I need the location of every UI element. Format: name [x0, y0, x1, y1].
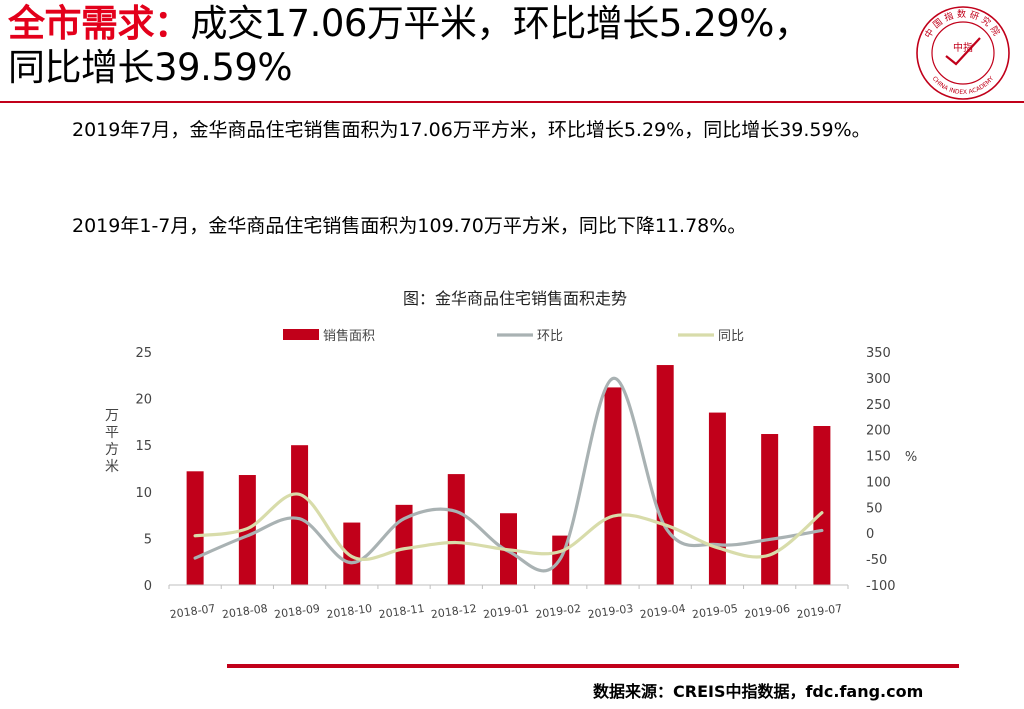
summary-paragraph-2: 2019年1-7月，金华商品住宅销售面积为109.70万平方米，同比下降11.7… — [72, 215, 747, 237]
chart-axes: 2018-07 2018-08 2018-09 2018-10 2018-11 2018-… — [105, 346, 917, 621]
logo-center-text: 中指 — [953, 41, 973, 54]
x-tick-label: 2018-07 — [169, 602, 216, 621]
line-series — [193, 376, 824, 573]
bar-2018-07 — [186, 471, 204, 585]
right-y-tick-label: 250 — [866, 398, 891, 413]
left-y-tick-label: 20 — [135, 393, 152, 408]
bar-2018-10 — [343, 522, 361, 585]
line-环比 — [193, 376, 824, 573]
title-prefix: 全市需求： — [8, 2, 191, 45]
right-y-tick-label: 150 — [866, 450, 891, 465]
line-同比 — [193, 492, 824, 562]
right-y-axis-label: % — [905, 450, 917, 465]
left-y-tick-label: 0 — [144, 579, 152, 594]
bar-2019-04 — [656, 365, 674, 585]
left-y-axis-label: 万平方米 — [105, 408, 119, 475]
x-tick-label: 2018-10 — [326, 602, 373, 621]
header-divider — [0, 101, 1024, 103]
x-tick-label: 2019-01 — [482, 602, 529, 621]
x-tick-label: 2018-11 — [378, 602, 425, 621]
right-y-tick-label: 300 — [866, 372, 891, 387]
data-source-note: 数据来源：CREIS中指数据，fdc.fang.com — [593, 682, 924, 701]
x-tick-label: 2019-04 — [639, 602, 686, 621]
right-y-tick-label: 0 — [866, 527, 874, 542]
right-y-tick-label: 200 — [866, 424, 891, 439]
bar-2019-03 — [604, 387, 622, 585]
left-y-tick-label: 10 — [135, 486, 152, 501]
bar-series — [186, 365, 831, 585]
x-tick-label: 2019-02 — [535, 602, 582, 621]
legend-label-环比: 环比 — [537, 329, 563, 344]
page-title: 全市需求：成交17.06万平米，环比增长5.29%， 同比增长39.59% — [8, 2, 908, 90]
bar-2018-12 — [447, 474, 465, 585]
x-tick-label: 2019-07 — [796, 602, 843, 621]
logo-top-text: 中国指数研究院 — [922, 8, 1001, 40]
left-y-tick-label: 5 — [144, 532, 152, 547]
logo-check-mark — [945, 37, 981, 66]
right-y-tick-label: -50 — [866, 553, 887, 568]
x-tick-label: 2018-09 — [273, 602, 320, 621]
legend-swatch-销售面积 — [283, 329, 319, 340]
china-index-academy-logo: 中国指数研究院 CHINA INDEX ACADEMY 中指 — [916, 6, 1010, 100]
x-tick-label: 2018-08 — [221, 602, 268, 621]
right-y-tick-label: -100 — [866, 579, 896, 594]
legend-label-同比: 同比 — [718, 329, 744, 344]
title-line-2: 同比增长39.59% — [8, 46, 293, 89]
x-tick-label: 2019-06 — [744, 602, 791, 621]
bar-2019-07 — [813, 426, 831, 585]
left-y-tick-label: 15 — [135, 439, 152, 454]
x-tick-label: 2019-03 — [587, 602, 634, 621]
sales-area-chart: 图：金华商品住宅销售面积走势 销售面积 环比 同比 2018-07 2018-08 20… — [105, 289, 917, 621]
source-divider — [227, 664, 959, 668]
bar-2018-11 — [395, 504, 413, 585]
x-tick-label: 2018-12 — [430, 602, 477, 621]
x-tick-label: 2019-05 — [691, 602, 738, 621]
chart-legend: 销售面积 环比 同比 — [283, 328, 744, 344]
bar-2018-09 — [291, 445, 309, 585]
summary-paragraph-1: 2019年7月，金华商品住宅销售面积为17.06万平方米，环比增长5.29%，同… — [72, 119, 871, 141]
chart-title: 图：金华商品住宅销售面积走势 — [403, 289, 627, 308]
right-y-tick-label: 50 — [866, 501, 883, 516]
left-y-tick-label: 25 — [135, 346, 152, 361]
svg-text:中国指数研究院: 中国指数研究院 — [922, 8, 1004, 40]
bar-2019-06 — [761, 434, 779, 585]
title-line-1: 全市需求：成交17.06万平米，环比增长5.29%， — [8, 2, 908, 46]
right-y-tick-label: 350 — [866, 346, 891, 361]
title-line1-rest: 成交17.06万平米，环比增长5.29%， — [190, 2, 811, 45]
bar-2019-05 — [708, 412, 726, 585]
legend-label-销售面积: 销售面积 — [323, 328, 375, 344]
right-y-tick-label: 100 — [866, 475, 891, 490]
